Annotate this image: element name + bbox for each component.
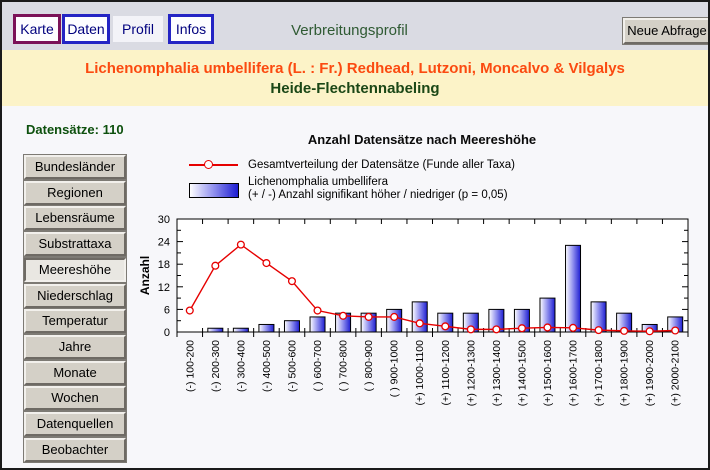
- x-category-label: (+) 2000-2100: [670, 340, 682, 406]
- records-count-label: Datensätze: 110: [26, 122, 124, 137]
- y-axis-label: Anzahl: [138, 256, 152, 295]
- legend-line-swatch: [189, 164, 238, 166]
- line-marker-11: [466, 325, 475, 334]
- x-category-label: (+) 1200-1300: [465, 340, 477, 406]
- line-marker-17: [620, 326, 629, 335]
- bar-3: [258, 323, 275, 333]
- legend-line-marker-icon: [204, 160, 213, 169]
- bar-15: [565, 244, 582, 333]
- species-banner: Lichenomphalia umbellifera (L. : Fr.) Re…: [2, 50, 708, 106]
- sidebar-button-datenquellen[interactable]: Datenquellen: [24, 412, 126, 436]
- bar-4: [283, 320, 300, 333]
- x-category-label: (-) 500-600: [286, 340, 298, 392]
- sidebar-button-monate[interactable]: Monate: [24, 361, 126, 385]
- line-marker-5: [313, 306, 322, 315]
- y-tick-label: 12: [158, 282, 170, 294]
- line-marker-18: [645, 327, 654, 336]
- new-query-button[interactable]: Neue Abfrage: [623, 18, 708, 44]
- line-marker-12: [492, 325, 501, 334]
- x-category-label: (+) 1700-1800: [593, 340, 605, 406]
- y-tick-label: 0: [164, 327, 170, 339]
- legend-bar-label-line2: (+ / -) Anzahl signifikant höher / niedr…: [248, 189, 508, 201]
- elevation-chart: 0 6 12 18 24 30 (-) 100-200 (-) 200-300 (-) 300-…: [138, 214, 689, 406]
- line-marker-6: [339, 311, 348, 320]
- sidebar-button-niederschlag[interactable]: Niederschlag: [24, 284, 126, 308]
- x-category-label: (-) 100-200: [184, 340, 196, 392]
- line-marker-13: [517, 324, 526, 333]
- x-category-label: (+) 1500-1600: [542, 340, 554, 406]
- bar-5: [309, 316, 326, 333]
- x-category-label: ( ) 700-800: [338, 340, 350, 392]
- common-name: Heide-Flechtennabeling: [270, 80, 440, 97]
- bar-9: [411, 301, 428, 333]
- sidebar-button-meereshoehe-selected[interactable]: Meereshöhe: [24, 258, 126, 282]
- x-category-label: (+) 1800-1900: [619, 340, 631, 406]
- line-marker-0: [185, 306, 194, 315]
- nav-button-infos[interactable]: Infos: [168, 14, 214, 44]
- x-category-label: (+) 1300-1400: [491, 340, 503, 406]
- nav-button-profil-active[interactable]: Profil: [113, 16, 163, 42]
- sidebar-button-bundeslaender[interactable]: Bundesländer: [24, 155, 126, 179]
- legend-line-label: Gesamtverteilung der Datensätze (Funde a…: [248, 159, 515, 171]
- chart-title: Anzahl Datensätze nach Meereshöhe: [307, 132, 537, 147]
- legend-bar-swatch: [189, 183, 239, 198]
- x-category-label: (-) 200-300: [210, 340, 222, 392]
- line-marker-7: [364, 312, 373, 321]
- sidebar-button-regionen[interactable]: Regionen: [24, 181, 126, 205]
- legend-bar-label-line1: Lichenomphalia umbellifera: [248, 176, 388, 188]
- y-tick-label: 30: [158, 214, 170, 226]
- species-name: Lichenomphalia umbellifera (L. : Fr.) Re…: [85, 60, 625, 77]
- x-category-label: (+) 1600-1700: [568, 340, 580, 406]
- x-category-label: ( ) 900-1000: [389, 340, 401, 397]
- line-marker-16: [594, 326, 603, 335]
- x-category-label: ( ) 800-900: [363, 340, 375, 392]
- sidebar-button-lebensraeume[interactable]: Lebensräume: [24, 206, 126, 230]
- sidebar-button-wochen[interactable]: Wochen: [24, 386, 126, 410]
- sidebar-button-temperatur[interactable]: Temperatur: [24, 309, 126, 333]
- x-category-label: ( ) 600-700: [312, 340, 324, 392]
- sidebar-button-jahre[interactable]: Jahre: [24, 335, 126, 359]
- sidebar-button-substrattaxa[interactable]: Substrattaxa: [24, 232, 126, 256]
- bar-2: [232, 327, 249, 333]
- x-category-label: (+) 1400-1500: [516, 340, 528, 406]
- x-category-label: (-) 300-400: [235, 340, 247, 392]
- line-marker-8: [390, 312, 399, 321]
- legend-bar-label: Lichenomphalia umbellifera (+ / -) Anzah…: [248, 176, 508, 202]
- y-tick-label: 24: [158, 237, 170, 249]
- line-marker-9: [415, 319, 424, 328]
- nav-button-karte[interactable]: Karte: [13, 14, 61, 44]
- sidebar-button-beobachter[interactable]: Beobachter: [24, 438, 126, 462]
- y-tick-label: 6: [164, 304, 170, 316]
- line-marker-15: [568, 323, 578, 332]
- bar-1: [207, 327, 224, 333]
- x-category-label: (+) 1000-1100: [414, 340, 426, 406]
- top-bar: Karte Daten Profil Infos Verbreitungspro…: [2, 2, 708, 50]
- y-tick-label: 18: [158, 259, 170, 271]
- line-marker-4: [287, 277, 297, 286]
- bar-14: [539, 297, 556, 333]
- x-category-label: (+) 1900-2000: [644, 340, 656, 406]
- nav-button-daten[interactable]: Daten: [62, 14, 110, 44]
- line-series: [189, 243, 676, 332]
- x-category-label: (-) 400-500: [261, 340, 273, 392]
- line-marker-10: [441, 322, 450, 331]
- x-category-label: (+) 1100-1200: [440, 340, 452, 406]
- line-marker-1: [211, 261, 220, 270]
- page-title: Verbreitungsprofil: [291, 22, 408, 39]
- line-marker-14: [543, 323, 552, 332]
- line-marker-3: [262, 259, 271, 268]
- line-marker-2: [236, 240, 245, 249]
- plot-frame: [176, 218, 689, 333]
- line-marker-19: [671, 326, 680, 335]
